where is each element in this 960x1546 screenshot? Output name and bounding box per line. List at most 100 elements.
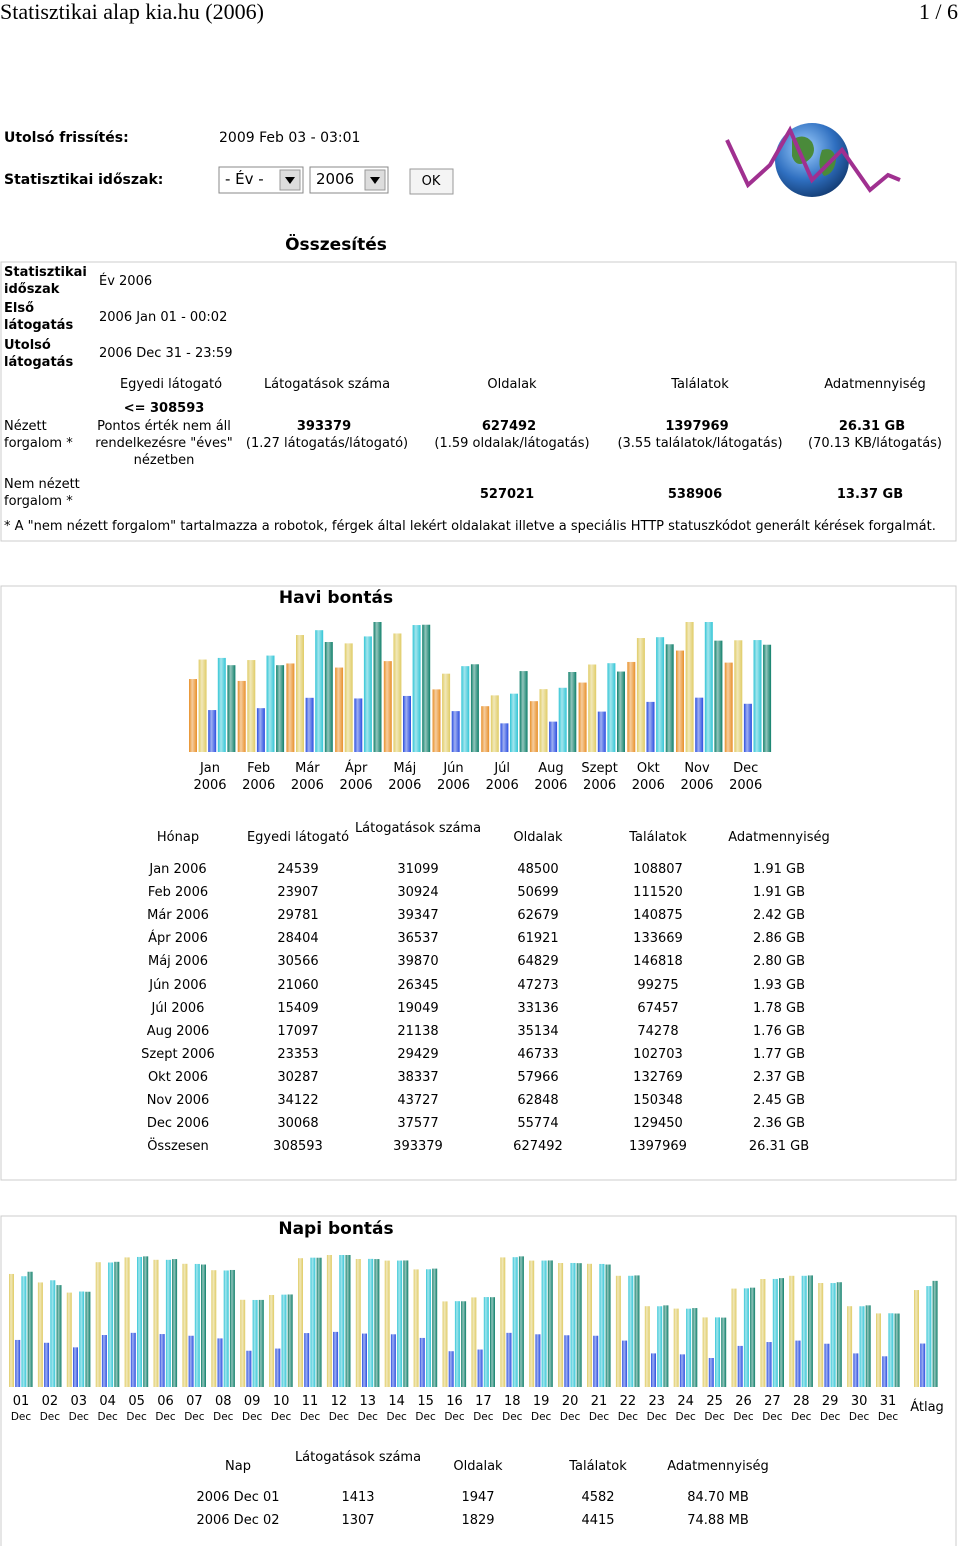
ok-button[interactable] bbox=[409, 168, 454, 195]
table-cell: 1413 bbox=[341, 1490, 375, 1505]
bar bbox=[73, 1347, 78, 1387]
table-cell: Okt 2006 bbox=[147, 1069, 209, 1085]
table-cell: 1.78 GB bbox=[752, 1000, 806, 1016]
bar bbox=[721, 1317, 727, 1387]
table-cell: 74.88 MB bbox=[687, 1513, 749, 1529]
x-tick-sublabel: Dec bbox=[646, 1411, 667, 1423]
bar bbox=[597, 711, 606, 752]
bar bbox=[622, 1340, 628, 1387]
bar bbox=[114, 1261, 120, 1387]
bar bbox=[363, 636, 372, 752]
bar bbox=[519, 671, 528, 752]
x-tick-label: 22 bbox=[619, 1394, 637, 1409]
bar bbox=[339, 1255, 345, 1387]
x-tick-sublabel: Dec bbox=[357, 1411, 378, 1423]
month-select-text: - Év - bbox=[225, 170, 264, 188]
x-tick-sublabel: Dec bbox=[126, 1411, 147, 1423]
bar bbox=[490, 1297, 495, 1387]
bar bbox=[627, 661, 636, 752]
bar bbox=[95, 1262, 101, 1387]
bar bbox=[876, 1313, 881, 1387]
table-cell: 21060 bbox=[277, 977, 319, 993]
table-cell: 55774 bbox=[517, 1116, 559, 1132]
x-tick-sublabel: Dec bbox=[39, 1411, 61, 1423]
table-cell: 39870 bbox=[397, 954, 439, 970]
column-header: Nap bbox=[225, 1459, 251, 1474]
table-cell: Máj 2006 bbox=[147, 954, 208, 970]
x-tick-label: 11 bbox=[301, 1394, 319, 1409]
x-tick-sublabel: Dec bbox=[791, 1411, 812, 1423]
bar bbox=[85, 1291, 91, 1387]
bar bbox=[422, 624, 431, 752]
bar bbox=[853, 1353, 859, 1387]
table-cell: 102703 bbox=[633, 1046, 683, 1062]
bar bbox=[223, 1270, 229, 1387]
label: Statisztikai időszak bbox=[4, 265, 87, 297]
table-cell: 4582 bbox=[581, 1490, 615, 1505]
table-cell: 19049 bbox=[397, 1000, 439, 1016]
table-cell: Már 2006 bbox=[147, 908, 209, 924]
bar bbox=[143, 1256, 149, 1387]
bar bbox=[541, 1260, 547, 1387]
column-header: Egyedi látogató bbox=[119, 377, 223, 392]
bar bbox=[772, 1278, 778, 1387]
form-controls bbox=[218, 166, 454, 195]
bar bbox=[362, 1333, 367, 1387]
x-tick-label: 06 bbox=[157, 1394, 174, 1409]
column-header: Találatok bbox=[569, 1459, 627, 1474]
bar bbox=[412, 625, 421, 752]
bar bbox=[305, 697, 314, 752]
bar bbox=[227, 665, 236, 752]
x-tick-label: Máj 2006 bbox=[388, 761, 422, 793]
table-cell: 47273 bbox=[517, 977, 559, 993]
bar bbox=[685, 622, 694, 752]
bar bbox=[304, 1333, 310, 1387]
x-tick-sublabel: Dec bbox=[733, 1411, 754, 1423]
value: 26.31 GB bbox=[838, 419, 906, 434]
x-tick-label: 27 bbox=[764, 1394, 781, 1409]
x-tick-sublabel: Dec bbox=[617, 1411, 639, 1423]
bar bbox=[673, 1308, 679, 1387]
table-cell: 26345 bbox=[397, 977, 439, 993]
value: 13.37 GB bbox=[836, 487, 904, 502]
x-tick-label: 08 bbox=[215, 1394, 232, 1409]
table-cell: 146818 bbox=[633, 954, 683, 970]
table-cell: 2.36 GB bbox=[752, 1116, 806, 1132]
x-tick-label: 18 bbox=[504, 1394, 521, 1409]
bar bbox=[296, 635, 304, 752]
x-tick-label: 24 bbox=[677, 1394, 694, 1409]
bar bbox=[535, 1334, 541, 1387]
table-cell: 37577 bbox=[397, 1116, 439, 1132]
bar bbox=[568, 672, 577, 752]
x-tick-label: 28 bbox=[793, 1394, 810, 1409]
bar bbox=[715, 1317, 720, 1387]
bar bbox=[477, 1349, 483, 1387]
table-cell: 133669 bbox=[633, 931, 683, 947]
value: 527021 bbox=[479, 487, 535, 502]
row-label: Nem nézett forgalom * bbox=[4, 477, 80, 509]
bar bbox=[470, 664, 479, 752]
x-tick-sublabel: Dec bbox=[848, 1411, 870, 1423]
bar bbox=[763, 644, 772, 752]
table-cell: 1397969 bbox=[629, 1139, 687, 1155]
x-tick-label: 31 bbox=[879, 1394, 897, 1409]
table-cell: 29781 bbox=[277, 908, 319, 924]
table-cell: 84.70 MB bbox=[687, 1490, 749, 1505]
monthly-box bbox=[0, 585, 957, 1181]
section-title: Havi bontás bbox=[278, 588, 394, 608]
bar bbox=[578, 682, 587, 752]
x-tick-label: 07 bbox=[186, 1394, 203, 1409]
x-tick-sublabel: Dec bbox=[213, 1411, 234, 1423]
bar bbox=[201, 1264, 206, 1387]
x-tick-sublabel: Dec bbox=[531, 1411, 552, 1423]
bar bbox=[506, 1332, 512, 1387]
x-tick-label: 13 bbox=[359, 1394, 377, 1409]
x-tick-sublabel: Dec bbox=[10, 1411, 32, 1423]
bar bbox=[208, 710, 217, 752]
column-header: Találatok bbox=[629, 830, 687, 845]
bar bbox=[44, 1342, 50, 1387]
table-cell: 23353 bbox=[277, 1046, 319, 1062]
section-title: Napi bontás bbox=[278, 1219, 394, 1239]
x-tick-label: 01 bbox=[12, 1394, 30, 1409]
